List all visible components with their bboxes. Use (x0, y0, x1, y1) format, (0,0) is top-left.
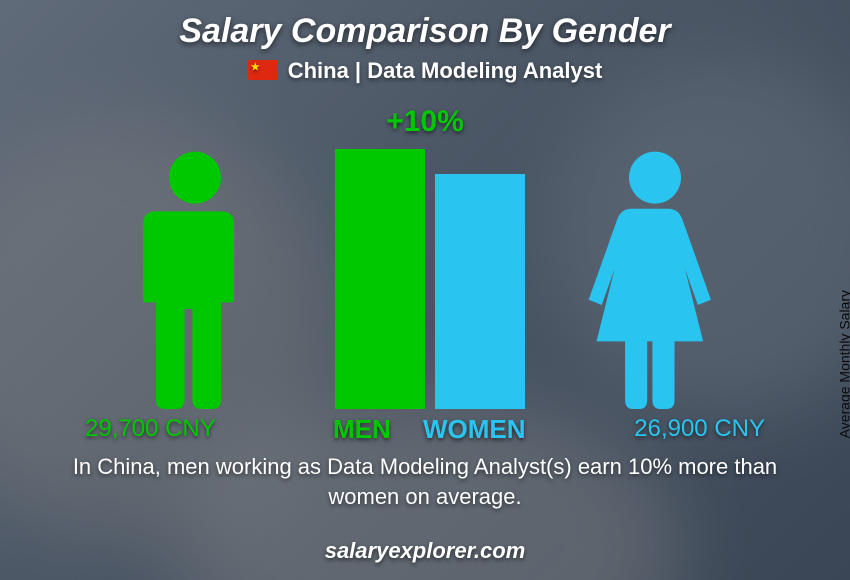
y-axis-label: Average Monthly Salary (836, 290, 850, 438)
bar-women (435, 174, 525, 409)
women-salary-label: 26,900 CNY (634, 415, 765, 443)
subtitle: China | Data Modeling Analyst (0, 58, 850, 84)
country-label: China (288, 58, 349, 83)
china-flag-icon (248, 60, 278, 80)
separator: | (349, 58, 367, 83)
men-category-label: MEN (333, 414, 391, 445)
men-salary-label: 29,700 CNY (85, 415, 216, 443)
man-icon (125, 149, 265, 409)
difference-label: +10% (386, 105, 464, 139)
attribution: salaryexplorer.com (0, 538, 850, 564)
woman-icon (585, 149, 725, 409)
bar-men (335, 149, 425, 409)
gender-chart: +10% 29,700 CNY MEN WOMEN 26,900 CNY (45, 105, 805, 445)
summary-text: In China, men working as Data Modeling A… (60, 452, 790, 511)
page-title: Salary Comparison By Gender (0, 12, 850, 51)
infographic-stage: Salary Comparison By Gender China | Data… (0, 0, 850, 580)
job-title-label: Data Modeling Analyst (367, 58, 602, 83)
labels-row: 29,700 CNY MEN WOMEN 26,900 CNY (45, 413, 805, 445)
women-category-label: WOMEN (423, 414, 526, 445)
